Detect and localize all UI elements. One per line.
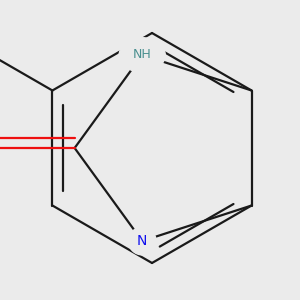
Ellipse shape bbox=[0, 101, 2, 128]
Text: N: N bbox=[137, 234, 147, 248]
Text: NH: NH bbox=[133, 49, 152, 62]
Ellipse shape bbox=[119, 38, 165, 72]
Ellipse shape bbox=[128, 227, 156, 255]
